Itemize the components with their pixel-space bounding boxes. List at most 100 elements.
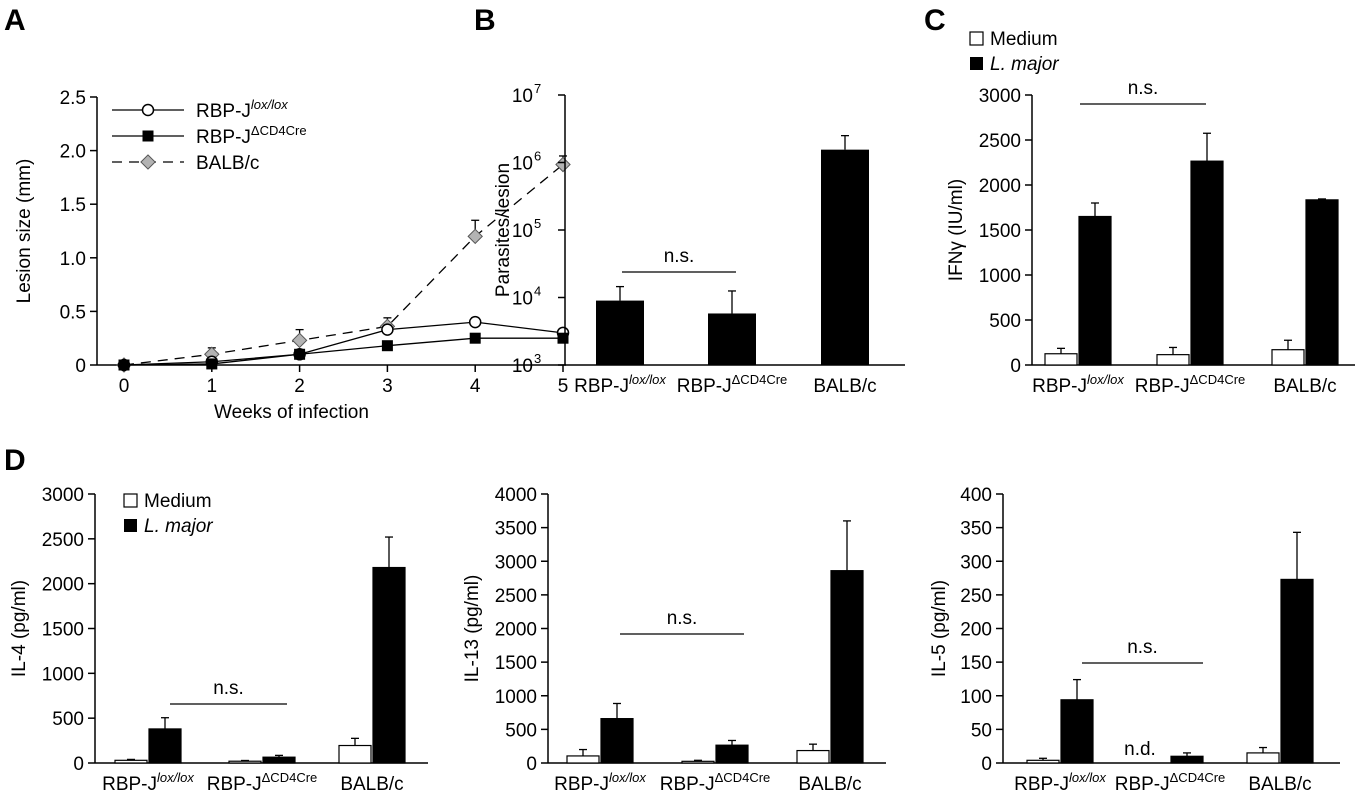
- B-y-tick-exponent-1: 4: [534, 284, 541, 299]
- D1-y-tick-label-1: 500: [52, 709, 84, 730]
- D3-tick-label-0: RBP-Jlox/lox: [1014, 770, 1106, 795]
- category-base: BALB/c: [813, 376, 876, 397]
- D2-bar-lmajor-1: [715, 744, 749, 764]
- A-legend-circle: [141, 103, 155, 117]
- A-y-tick-label-1: 0.5: [60, 302, 86, 323]
- legend-base: BALB/c: [196, 153, 259, 174]
- D3-bar-lmajor-0: [1060, 699, 1094, 764]
- category-superscript: lox/lox: [629, 372, 666, 387]
- A-series-line-2: [123, 164, 564, 366]
- A-y-tick-label-0: 0: [75, 356, 86, 377]
- D3-bar-medium-0: [1026, 759, 1060, 764]
- A-legend-label-1: RBP-JΔCD4Cre: [196, 123, 307, 148]
- A-legend-diamond: [140, 154, 156, 170]
- D2-y-tick-label-7: 3500: [495, 519, 537, 540]
- panel-letter-d: D: [4, 444, 26, 477]
- C-y-tick-label-0: 0: [1010, 356, 1021, 377]
- A-point-diamond: [467, 228, 483, 245]
- A-legend-square: [142, 130, 154, 142]
- D1-bar-medium-1: [228, 760, 262, 764]
- D2-y-tick-label-3: 1500: [495, 653, 537, 674]
- legend-superscript: lox/lox: [251, 97, 288, 112]
- D2-tick-label-1: RBP-JΔCD4Cre: [660, 770, 771, 795]
- D1-bar-medium-0: [114, 759, 148, 764]
- D2-tick-label-2: BALB/c: [798, 774, 861, 795]
- A-point-square: [469, 332, 481, 344]
- panel-letter-c: C: [924, 4, 946, 37]
- B-y-tick-exponent-2: 5: [534, 216, 541, 231]
- D2-y-tick-label-0: 0: [526, 754, 537, 775]
- D3-y-tick-label-6: 300: [960, 552, 992, 573]
- A-y-tick-label-5: 2.5: [60, 88, 86, 109]
- A-x-axis-label: Weeks of infection: [214, 402, 369, 423]
- B-y-tick-label-3: 10: [512, 154, 533, 175]
- C-y-tick-label-4: 2000: [979, 176, 1021, 197]
- C-y-tick-label-6: 3000: [979, 86, 1021, 107]
- category-superscript: ΔCD4Cre: [1190, 372, 1246, 387]
- category-base: BALB/c: [1273, 376, 1336, 397]
- A-point-square: [557, 332, 569, 344]
- D1-y-tick-label-2: 1000: [42, 664, 84, 685]
- D1-y-tick-label-6: 3000: [42, 485, 84, 506]
- category-base: RBP-J: [207, 774, 262, 795]
- A-point-square: [381, 340, 393, 352]
- B-y-tick-label-4: 10: [512, 86, 533, 107]
- D3-bar-medium-2: [1246, 752, 1280, 764]
- D1-bar-lmajor-1: [262, 756, 296, 764]
- A-y-tick-label-2: 1.0: [60, 249, 86, 270]
- A-y-tick-label-4: 2.0: [60, 142, 86, 163]
- B-y-tick-exponent-3: 6: [534, 149, 541, 164]
- D1-y-tick-label-3: 1500: [42, 620, 84, 641]
- D3-y-tick-label-2: 100: [960, 687, 992, 708]
- category-base: RBP-J: [1115, 774, 1170, 795]
- category-superscript: lox/lox: [157, 770, 194, 785]
- C-y-tick-label-1: 500: [989, 311, 1021, 332]
- chart-d1: 0 500 1000 1500 2000 2500 3000 IL-4 (pg/ml) RBP-…: [9, 485, 428, 795]
- D2-bar-medium-2: [796, 749, 830, 764]
- A-point-square: [206, 358, 218, 370]
- D3-bar-lmajor-2: [1280, 578, 1314, 764]
- D1-y-tick-label-5: 2500: [42, 530, 84, 551]
- D3-y-tick-label-3: 150: [960, 653, 992, 674]
- category-base: BALB/c: [798, 774, 861, 795]
- C-y-tick-label-3: 1500: [979, 221, 1021, 242]
- D3-y-tick-label-7: 350: [960, 519, 992, 540]
- D1-bar-lmajor-0: [148, 728, 182, 764]
- A-x-tick-label-5: 5: [558, 376, 569, 397]
- D2-y-axis-label: IL-13 (pg/ml): [462, 575, 483, 683]
- A-y-axis-label: Lesion size (mm): [14, 159, 35, 304]
- D1-bar-medium-2: [338, 744, 372, 764]
- A-x-tick-label-0: 0: [119, 376, 130, 397]
- category-base: RBP-J: [102, 774, 157, 795]
- category-base: BALB/c: [1248, 774, 1311, 795]
- C-y-tick-label-2: 1000: [979, 266, 1021, 287]
- chart-d3: 0 50 100 150 200 250 300 350 400 IL-5 (pg/ml) RBP-…: [929, 485, 1340, 795]
- A-point-square: [118, 359, 130, 371]
- B-bar-1: [708, 313, 756, 365]
- C-legend-medium: Medium: [990, 29, 1058, 50]
- category-base: RBP-J: [1135, 376, 1190, 397]
- A-series-line-1: [123, 337, 563, 366]
- D1-legend-swatch-medium: [123, 493, 138, 508]
- A-point-diamond: [291, 332, 308, 349]
- D3-y-tick-label-1: 50: [971, 720, 992, 741]
- B-y-tick-exponent-4: 7: [534, 81, 541, 96]
- A-x-tick-label-3: 3: [382, 376, 393, 397]
- category-superscript: ΔCD4Cre: [715, 770, 771, 785]
- chart-c: 0 500 1000 1500 2000 2500 3000 IFNγ (IU/ml) RBP-…: [946, 29, 1355, 397]
- C-bar-medium-2: [1271, 349, 1305, 366]
- D1-legend-swatch-lmajor: [124, 519, 137, 532]
- category-base: RBP-J: [677, 376, 732, 397]
- A-legend-label-0: RBP-Jlox/lox: [196, 97, 288, 122]
- D2-y-tick-label-8: 4000: [495, 485, 537, 506]
- D3-tick-label-1: RBP-JΔCD4Cre: [1115, 770, 1226, 795]
- chart-a: 0 0.5 1.0 1.5 2.0 2.5 0 1 2 3 4 5 Weeks of infection…: [14, 88, 571, 423]
- B-y-tick-label-1: 10: [512, 289, 533, 310]
- D3-ns-label: n.s.: [1127, 637, 1158, 658]
- B-ns-label: n.s.: [664, 246, 695, 267]
- D1-tick-label-1: RBP-JΔCD4Cre: [207, 770, 318, 795]
- category-base: RBP-J: [574, 376, 629, 397]
- D2-bar-medium-1: [681, 760, 715, 764]
